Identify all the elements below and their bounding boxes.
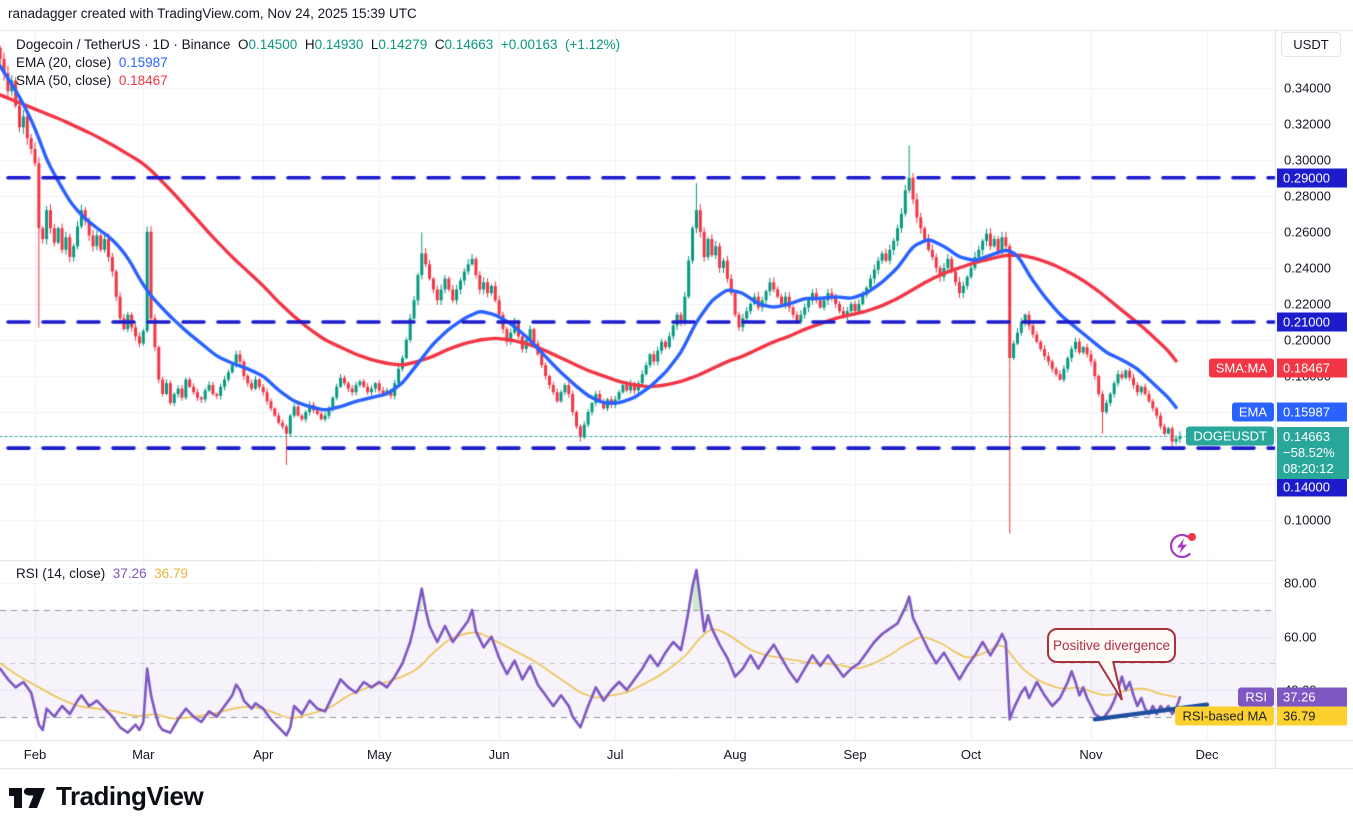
symbol-exchange: Binance bbox=[181, 37, 231, 52]
notification-dot bbox=[1188, 533, 1196, 541]
ohlc-open-label: O bbox=[237, 37, 249, 52]
symbol-interval: 1D bbox=[152, 37, 170, 52]
price-tick: 0.22000 bbox=[1284, 296, 1331, 312]
price-tick: 0.32000 bbox=[1284, 116, 1331, 132]
price-tick: 0.34000 bbox=[1284, 80, 1331, 96]
symbol-legend: Dogecoin / TetherUS · 1D · Binance O0.14… bbox=[16, 36, 620, 90]
price-change: +0.00163 bbox=[500, 37, 558, 52]
price-change-pct: (+1.12%) bbox=[565, 37, 621, 52]
ohlc-open: 0.14500 bbox=[248, 37, 298, 52]
time-axis-label: Nov bbox=[1079, 747, 1103, 762]
chart-credit: ranadagger created with TradingView.com,… bbox=[8, 6, 417, 21]
price-tick: 0.24000 bbox=[1284, 260, 1331, 276]
ohlc-low: 0.14279 bbox=[378, 37, 428, 52]
rsi-ma-value-badge: 36.79 bbox=[1277, 706, 1347, 726]
ema-value: 0.15987 bbox=[118, 55, 168, 70]
price-tick: 0.30000 bbox=[1284, 152, 1331, 168]
price-tick: 0.10000 bbox=[1284, 512, 1331, 528]
time-axis-label: Sep bbox=[843, 747, 867, 762]
tradingview-mark bbox=[9, 787, 45, 808]
level-price-badge[interactable]: 0.14000 bbox=[1277, 477, 1347, 497]
rsi-label: RSI (14, close) bbox=[16, 566, 106, 581]
currency-button[interactable]: USDT bbox=[1281, 32, 1341, 57]
tradingview-logo[interactable]: TradingView bbox=[8, 781, 204, 812]
ohlc-close: 0.14663 bbox=[444, 37, 494, 52]
price-tick: 0.20000 bbox=[1284, 332, 1331, 348]
ohlc-high: 0.14930 bbox=[314, 37, 364, 52]
ema-legend-row[interactable]: EMA (20, close) 0.15987 bbox=[16, 54, 620, 71]
sma-legend-row[interactable]: SMA (50, close) 0.18467 bbox=[16, 72, 620, 89]
rsi-tick: 60.00 bbox=[1284, 629, 1317, 645]
rsi-value: 37.26 bbox=[112, 566, 147, 581]
level-price-badge[interactable]: 0.29000 bbox=[1277, 168, 1347, 188]
time-axis-label: Jul bbox=[606, 747, 624, 762]
price-tick: 0.26000 bbox=[1284, 224, 1331, 240]
ohlc-close-label: C bbox=[434, 37, 445, 52]
rsi-ma-pill[interactable]: RSI-based MA bbox=[1175, 706, 1274, 726]
rsi-tick: 80.00 bbox=[1284, 575, 1317, 591]
time-axis-label: Mar bbox=[132, 747, 155, 762]
sma:ma-price-badge: 0.18467 bbox=[1277, 358, 1347, 378]
symbol-pair: Dogecoin / TetherUS bbox=[16, 37, 141, 52]
flash-icon[interactable] bbox=[1168, 531, 1197, 560]
sma-value: 0.18467 bbox=[118, 73, 168, 88]
time-axis-label: Aug bbox=[723, 747, 747, 762]
ema-pill[interactable]: EMA bbox=[1231, 402, 1274, 422]
rsi-pill[interactable]: RSI bbox=[1238, 687, 1274, 707]
time-axis-label: May bbox=[366, 747, 392, 762]
ohlc-low-label: L bbox=[370, 37, 379, 52]
ohlc-high-label: H bbox=[304, 37, 315, 52]
symbol-line[interactable]: Dogecoin / TetherUS · 1D · Binance O0.14… bbox=[16, 37, 621, 52]
ema-price-badge: 0.15987 bbox=[1277, 402, 1347, 422]
price-tick: 0.28000 bbox=[1284, 188, 1331, 204]
last-price-badge: 0.14663 −58.52% 08:20:12 bbox=[1277, 427, 1349, 480]
rsi-legend-row[interactable]: RSI (14, close) 37.26 36.79 bbox=[16, 566, 188, 581]
time-axis-label: Dec bbox=[1195, 747, 1219, 762]
time-axis-label: Feb bbox=[23, 747, 47, 762]
ema-label: EMA (20, close) bbox=[16, 55, 112, 70]
level-price-badge[interactable]: 0.21000 bbox=[1277, 312, 1347, 332]
time-axis-label: Jun bbox=[488, 747, 510, 762]
rsi-value-badge: 37.26 bbox=[1277, 687, 1347, 707]
positive-divergence-callout[interactable]: Positive divergence bbox=[1047, 628, 1176, 663]
rsi-ma-value: 36.79 bbox=[154, 566, 188, 581]
callout-tail bbox=[1097, 661, 1123, 701]
sma-label: SMA (50, close) bbox=[16, 73, 112, 88]
symbol-pill[interactable]: DOGEUSDT bbox=[1186, 426, 1274, 446]
time-axis-label: Oct bbox=[960, 747, 982, 762]
time-axis-label: Apr bbox=[253, 747, 274, 762]
tradingview-wordmark: TradingView bbox=[56, 781, 204, 811]
sma:ma-pill[interactable]: SMA:MA bbox=[1208, 358, 1274, 378]
